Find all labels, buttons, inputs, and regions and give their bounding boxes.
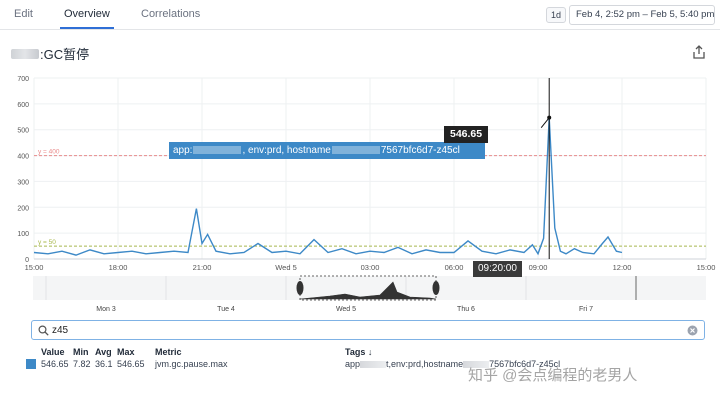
x-tick-label: 18:00: [109, 263, 128, 272]
row-tags-suffix: 7567bfc6d7-z45cl: [489, 359, 561, 369]
row-tags: app t,env:prd,hostname 7567bfc6d7-z45cl: [345, 359, 560, 369]
y-tick-label: 0: [25, 257, 29, 264]
hover-time-flag: 09:20:00: [473, 261, 522, 277]
hover-tag-middle: , env:prd, hostname: [242, 145, 331, 156]
series-filter[interactable]: [31, 320, 705, 340]
widget-title: :GC暂停: [40, 47, 90, 62]
col-avg[interactable]: Avg: [95, 347, 112, 357]
row-tags-middle: t,env:prd,hostname: [386, 359, 464, 369]
x-tick-label: 21:00: [193, 263, 212, 272]
row-max: 546.65: [117, 359, 145, 369]
time-unit-badge[interactable]: 1d: [546, 7, 566, 23]
hover-value-flag: 546.65: [444, 126, 489, 143]
x-tick-label: 15:00: [25, 263, 44, 272]
row-metric: jvm.gc.pause.max: [155, 359, 228, 369]
row-value: 546.65: [41, 359, 69, 369]
marker-label: y = 50: [38, 239, 56, 246]
overview-window-handle: [432, 281, 440, 295]
overview-tick-label: Wed 5: [336, 306, 356, 313]
overview-series: [299, 281, 437, 300]
redacted-tag-host: [463, 361, 490, 369]
x-tick-label: 15:00: [697, 263, 716, 272]
tab-bar: Edit Overview Correlations 1d Feb 4, 2:5…: [0, 0, 720, 30]
timeseries-chart[interactable]: 0 100 200 300 400 500 600 700 15:00 18:00 21:00 Wed…: [0, 68, 720, 272]
y-tick-label: 600: [17, 102, 29, 109]
x-tick-label: Wed 5: [275, 263, 297, 272]
overview-tick-label: Thu 6: [457, 306, 475, 313]
redacted-tag-app: [360, 361, 387, 369]
tab-overview[interactable]: Overview: [64, 8, 110, 20]
y-tick-label: 500: [17, 128, 29, 135]
col-metric[interactable]: Metric: [155, 347, 182, 357]
row-tags-prefix: app: [345, 359, 361, 369]
search-icon: [38, 325, 49, 336]
x-tick-label: 09:00: [529, 263, 548, 272]
series-line-jvm-gc-pause-max: [33, 117, 623, 256]
y-tick-label: 400: [17, 154, 29, 161]
x-tick-label: 03:00: [361, 263, 380, 272]
y-tick-label: 700: [17, 76, 29, 83]
series-color-swatch: [26, 359, 36, 369]
row-min: 7.82: [73, 359, 91, 369]
overview-tick-label: Mon 3: [96, 306, 116, 313]
hover-tag-prefix: app:: [173, 145, 193, 156]
col-value[interactable]: Value: [41, 347, 65, 357]
overview-tick-label: Tue 4: [217, 306, 235, 313]
watermark: 知乎 @会点编程的老男人: [468, 367, 638, 384]
redacted-title-prefix: [11, 48, 39, 59]
row-avg: 36.1: [95, 359, 113, 369]
col-max[interactable]: Max: [117, 347, 135, 357]
redacted-host: [331, 146, 380, 155]
clear-icon[interactable]: [687, 325, 698, 336]
time-range-picker[interactable]: Feb 4, 2:52 pm – Feb 5, 5:40 pm: [569, 5, 715, 25]
tab-correlations[interactable]: Correlations: [141, 8, 201, 20]
x-tick-label: 06:00: [445, 263, 464, 272]
overview-window-handle: [296, 281, 304, 295]
overview-tick-label: Fri 7: [579, 306, 593, 313]
hover-flag-connector: [540, 117, 550, 128]
x-tick-label: 12:00: [613, 263, 632, 272]
redacted-app: [193, 146, 242, 155]
tab-edit[interactable]: Edit: [14, 8, 33, 20]
active-tab-indicator: [60, 27, 114, 29]
y-tick-label: 100: [17, 231, 29, 238]
y-tick-label: 300: [17, 179, 29, 186]
y-tick-label: 200: [17, 205, 29, 212]
share-icon[interactable]: [692, 45, 706, 59]
marker-label: y = 400: [38, 149, 60, 156]
col-min[interactable]: Min: [73, 347, 89, 357]
hover-series-label: app: , env:prd, hostname 7567bfc6d7-z45cl: [169, 142, 485, 159]
hover-tag-suffix: 7567bfc6d7-z45cl: [380, 145, 460, 156]
search-input[interactable]: [52, 323, 652, 337]
col-tags[interactable]: Tags ↓: [345, 347, 373, 357]
widget-title-wrap: :GC暂停: [11, 44, 89, 62]
overview-strip[interactable]: Mon 3 Tue 4 Wed 5 Thu 6 Fri 7: [0, 272, 720, 316]
